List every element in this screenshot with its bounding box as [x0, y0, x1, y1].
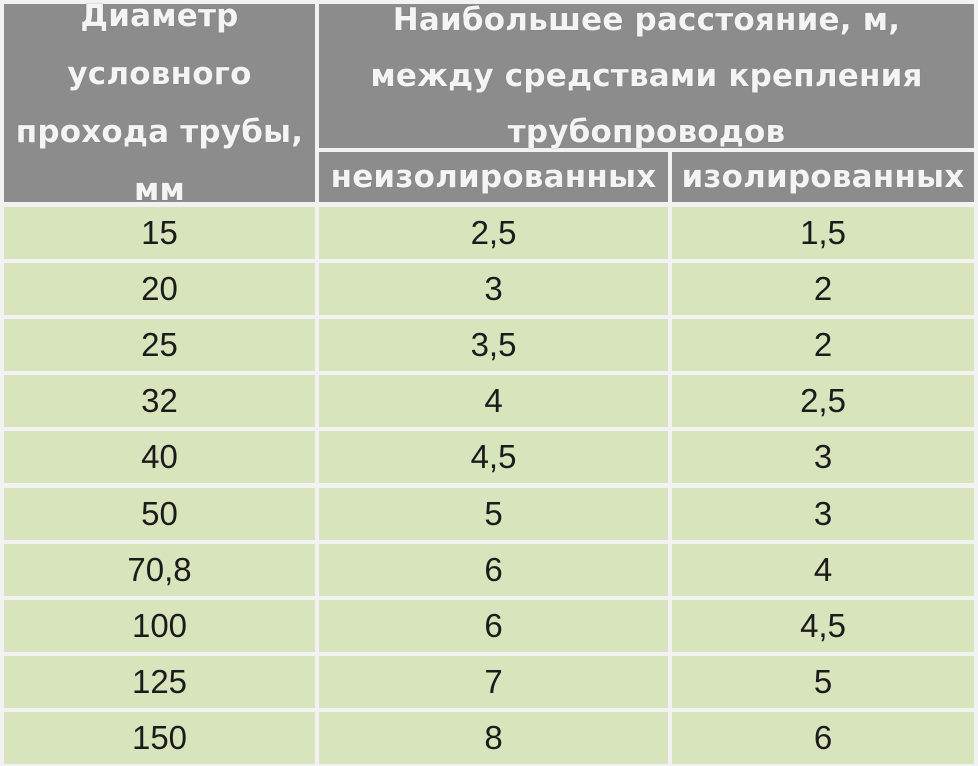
table-cell-diameter: 125 [4, 656, 315, 708]
table-cell-diameter: 20 [4, 263, 315, 315]
table-cell-diameter: 25 [4, 319, 315, 371]
table-cell-insulated: 3 [672, 488, 974, 540]
table-cell-uninsulated: 7 [319, 656, 668, 708]
header-distance: Наибольшее расстояние, м, между средства… [319, 2, 974, 150]
table-cell-uninsulated: 8 [319, 712, 668, 764]
table-cell-diameter: 15 [4, 207, 315, 259]
table-cell-insulated: 3 [672, 431, 974, 483]
table-cell-insulated: 5 [672, 656, 974, 708]
table-cell-uninsulated: 6 [319, 544, 668, 596]
table-cell-diameter: 150 [4, 712, 315, 764]
table-cell-diameter: 50 [4, 488, 315, 540]
table-cell-uninsulated: 4 [319, 375, 668, 427]
table-cell-insulated: 2,5 [672, 375, 974, 427]
table-cell-insulated: 1,5 [672, 207, 974, 259]
header-diameter: Диаметр условного прохода трубы, мм [4, 0, 315, 208]
table-cell-diameter: 70,8 [4, 544, 315, 596]
table-cell-uninsulated: 5 [319, 488, 668, 540]
table-cell-diameter: 40 [4, 431, 315, 483]
table-cell-insulated: 4,5 [672, 600, 974, 652]
table-cell-uninsulated: 2,5 [319, 207, 668, 259]
table-cell-uninsulated: 6 [319, 600, 668, 652]
table-cell-insulated: 2 [672, 263, 974, 315]
table-cell-uninsulated: 3,5 [319, 319, 668, 371]
table-cell-uninsulated: 3 [319, 263, 668, 315]
header-insulated: изолированных [672, 152, 974, 202]
table-cell-diameter: 100 [4, 600, 315, 652]
table-cell-insulated: 2 [672, 319, 974, 371]
table-cell-insulated: 4 [672, 544, 974, 596]
header-uninsulated: неизолированных [319, 152, 668, 202]
table-cell-insulated: 6 [672, 712, 974, 764]
table-cell-diameter: 32 [4, 375, 315, 427]
table-cell-uninsulated: 4,5 [319, 431, 668, 483]
